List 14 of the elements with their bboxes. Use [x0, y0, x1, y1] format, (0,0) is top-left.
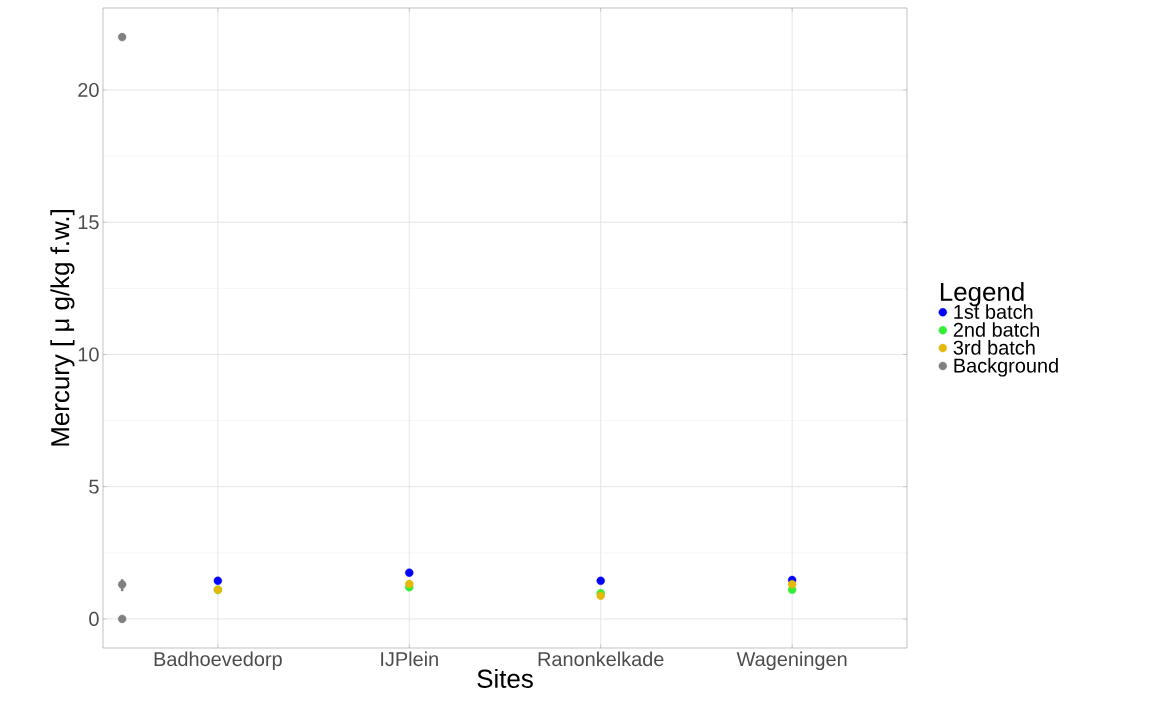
legend-label: 3rd batch [953, 340, 1035, 355]
legend-label: Background [954, 358, 1058, 377]
y-tick-label: 0 [89, 611, 99, 626]
x-tick-label: IJPlein [381, 651, 438, 667]
y-axis-title: Mercury [ μ g/kg f.w.] [50, 210, 75, 446]
y-tick-label: 15 [78, 215, 99, 230]
x-axis-title: Sites [477, 668, 533, 688]
legend-label: 2nd batch [953, 322, 1040, 337]
y-tick-label: 20 [78, 82, 99, 98]
x-tick-label: Badhoevedorp [154, 651, 282, 671]
y-tick-label: 5 [89, 479, 99, 494]
x-tick-label: Wageningen [736, 651, 847, 671]
y-tick-label: 10 [78, 347, 99, 362]
x-tick-label: Ranonkelkade [538, 651, 664, 667]
